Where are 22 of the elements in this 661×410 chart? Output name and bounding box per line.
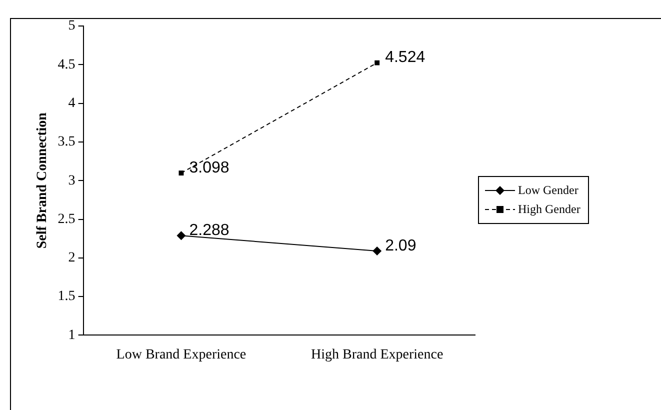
point (178, 170, 184, 176)
y-axis-title: Self Brand Connection (35, 112, 50, 249)
y-tick-label: 4 (68, 96, 76, 111)
data-label: 2.09 (385, 237, 416, 254)
point (372, 246, 382, 256)
x-tick-label: Low Brand Experience (116, 347, 246, 362)
legend-label: Low Gender (518, 183, 578, 198)
y-tick-label: 1 (68, 328, 76, 343)
y-tick-label: 3 (68, 173, 76, 188)
point (176, 231, 186, 240)
data-label: 3.098 (189, 159, 230, 176)
y-tick-label: 2.5 (58, 212, 76, 227)
data-label: 4.524 (385, 49, 426, 66)
y-tick-label: 2 (68, 250, 76, 266)
y-tick-label: 4.5 (58, 57, 76, 72)
y-tick-label: 3.5 (58, 134, 76, 150)
y-tick-label: 5 (68, 18, 76, 34)
legend-label: High Gender (518, 202, 580, 217)
y-tick-label: 1.5 (58, 289, 76, 304)
data-label: 2.288 (189, 222, 230, 240)
x-tick-label: High Brand Experience (310, 347, 444, 362)
point (374, 60, 380, 66)
